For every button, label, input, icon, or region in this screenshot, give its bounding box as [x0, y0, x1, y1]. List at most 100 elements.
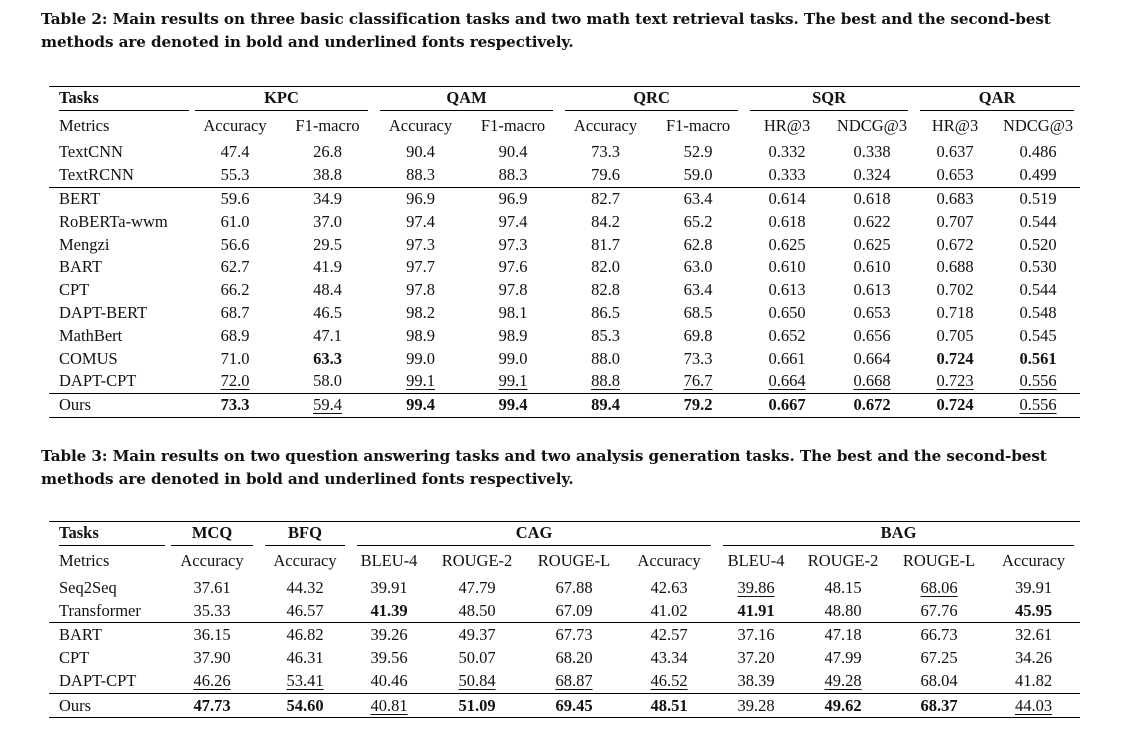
table-cell: 0.672 [914, 233, 996, 256]
table-cell: 44.32 [259, 576, 351, 599]
cell-value: 55.3 [220, 165, 250, 185]
table-cell: 90.4 [374, 141, 467, 164]
table-cell: 98.1 [467, 302, 559, 325]
table-cell: 46.82 [259, 622, 351, 647]
cell-value: 0.333 [768, 165, 806, 185]
cell-value: 63.4 [683, 188, 713, 208]
cell-value: 0.544 [1019, 211, 1057, 231]
table-cell: 67.88 [527, 576, 621, 599]
cell-value: 0.556 [1019, 371, 1057, 391]
cell-value: 52.9 [683, 142, 713, 162]
table-row: DAPT-BERT 68.7 46.5 98.2 98.1 86.5 68.5 0.650 0.… [49, 302, 1080, 325]
cell-value: 67.25 [920, 648, 958, 668]
table-row: CPT 37.90 46.31 39.56 50.07 68.20 43.34 37.20 47… [49, 647, 1080, 670]
table3-metrics-label: Metrics [59, 551, 110, 570]
row-label: TextCNN [59, 142, 123, 162]
cell-value: 73.3 [591, 142, 620, 162]
table2-metric-header: NDCG@3 [836, 116, 908, 135]
cell-value: 69.45 [555, 695, 593, 715]
table-cell: 39.86 [717, 576, 795, 599]
table-cell: 39.28 [717, 692, 796, 718]
cell-value: 39.91 [1014, 577, 1053, 597]
table3-metric-header: Accuracy [180, 551, 244, 570]
table-cell: 69.45 [527, 692, 621, 718]
table-cell: 47.18 [795, 622, 892, 647]
cell-value: 97.8 [406, 280, 435, 300]
cell-value: 0.668 [853, 371, 891, 391]
table-cell: 59.0 [652, 164, 744, 187]
table3: Tasks MCQ BFQ CAG BAG Metrics Accuracy A… [49, 521, 1081, 719]
table-cell: 52.9 [652, 141, 744, 164]
table-cell: 39.91 [351, 576, 427, 599]
cell-value: 59.6 [220, 188, 250, 208]
cell-value: 97.8 [498, 280, 528, 300]
table-cell: 0.702 [914, 279, 996, 302]
table-cell: 0.707 [914, 210, 996, 233]
cell-value: 0.702 [936, 280, 974, 300]
table-cell: 47.1 [281, 324, 374, 347]
table2-metric-header: HR@3 [763, 116, 811, 135]
table-cell: 68.06 [891, 576, 987, 599]
table-cell: 99.4 [467, 392, 560, 418]
table2-group-header: SQR [744, 87, 914, 112]
table-cell: 61.0 [189, 210, 281, 233]
cell-value: 0.622 [853, 211, 891, 231]
cell-value: 53.41 [286, 671, 324, 691]
table-cell: 82.8 [559, 279, 652, 302]
table2-metrics-label: Metrics [59, 116, 110, 135]
table-cell: 42.63 [621, 576, 717, 599]
cell-value: 0.548 [1019, 302, 1057, 322]
cell-value: 46.82 [286, 624, 324, 644]
table-cell: 47.4 [189, 141, 281, 164]
table-cell: 86.5 [559, 302, 652, 325]
cell-value: 82.0 [591, 257, 620, 277]
table-cell: 0.652 [744, 324, 830, 347]
cell-value: 0.724 [936, 395, 974, 415]
row-label: DAPT-BERT [59, 302, 148, 322]
table2-body: TextCNN 47.4 26.8 90.4 90.4 73.3 52.9 0.332 0.33… [49, 141, 1081, 418]
table-cell: 85.3 [559, 324, 652, 347]
cell-value: 59.0 [683, 165, 713, 185]
table-cell: 98.2 [374, 302, 467, 325]
table-row: Ours 73.3 59.4 99.4 99.4 89.4 79.2 0.667 0.672 0.… [49, 392, 1081, 418]
table-cell: 59.4 [281, 392, 374, 418]
table-cell: 66.2 [189, 279, 281, 302]
table2-group-header: KPC [189, 87, 374, 112]
table-cell: 0.548 [996, 302, 1080, 325]
table-cell: 0.499 [996, 164, 1080, 187]
cell-value: 48.50 [458, 600, 496, 620]
row-label: Ours [49, 392, 189, 418]
table-cell: 0.520 [996, 233, 1080, 256]
table-cell: 41.02 [621, 599, 717, 623]
table-cell: 73.3 [652, 347, 744, 370]
table2-metrics-row: Metrics Accuracy F1-macro Accuracy F1-ma… [49, 111, 1080, 141]
table-cell: 0.672 [830, 392, 915, 418]
cell-value: 0.705 [936, 325, 974, 345]
cell-value: 0.650 [768, 302, 806, 322]
cell-value: 62.8 [683, 234, 713, 254]
cell-value: 58.0 [313, 371, 342, 391]
table-cell: 0.556 [996, 392, 1081, 418]
cell-value: 85.3 [591, 325, 620, 345]
cell-value: 73.3 [683, 348, 713, 368]
table-row: Transformer 35.33 46.57 41.39 48.50 67.09 41.0… [49, 599, 1080, 623]
table2-metric-header: F1-macro [295, 116, 360, 135]
cell-value: 98.1 [498, 302, 528, 322]
cell-value: 67.09 [555, 600, 593, 620]
cell-value: 35.33 [193, 600, 231, 620]
cell-value: 0.688 [936, 257, 974, 277]
cell-value: 98.2 [406, 302, 435, 322]
cell-value: 56.6 [220, 234, 250, 254]
cell-value: 0.618 [853, 188, 891, 208]
cell-value: 96.9 [498, 188, 528, 208]
cell-value: 0.672 [936, 234, 974, 254]
table3-metric-header: ROUGE-2 [807, 551, 879, 570]
table-cell: 0.688 [914, 256, 996, 279]
cell-value: 79.6 [591, 165, 620, 185]
cell-value: 82.7 [591, 188, 620, 208]
cell-value: 63.4 [683, 280, 713, 300]
table-row: Ours 47.73 54.60 40.81 51.09 69.45 48.51 39.28 4… [49, 692, 1081, 718]
cell-value: 67.88 [555, 577, 593, 597]
table-cell: 45.95 [987, 599, 1080, 623]
table-cell: 0.622 [830, 210, 914, 233]
